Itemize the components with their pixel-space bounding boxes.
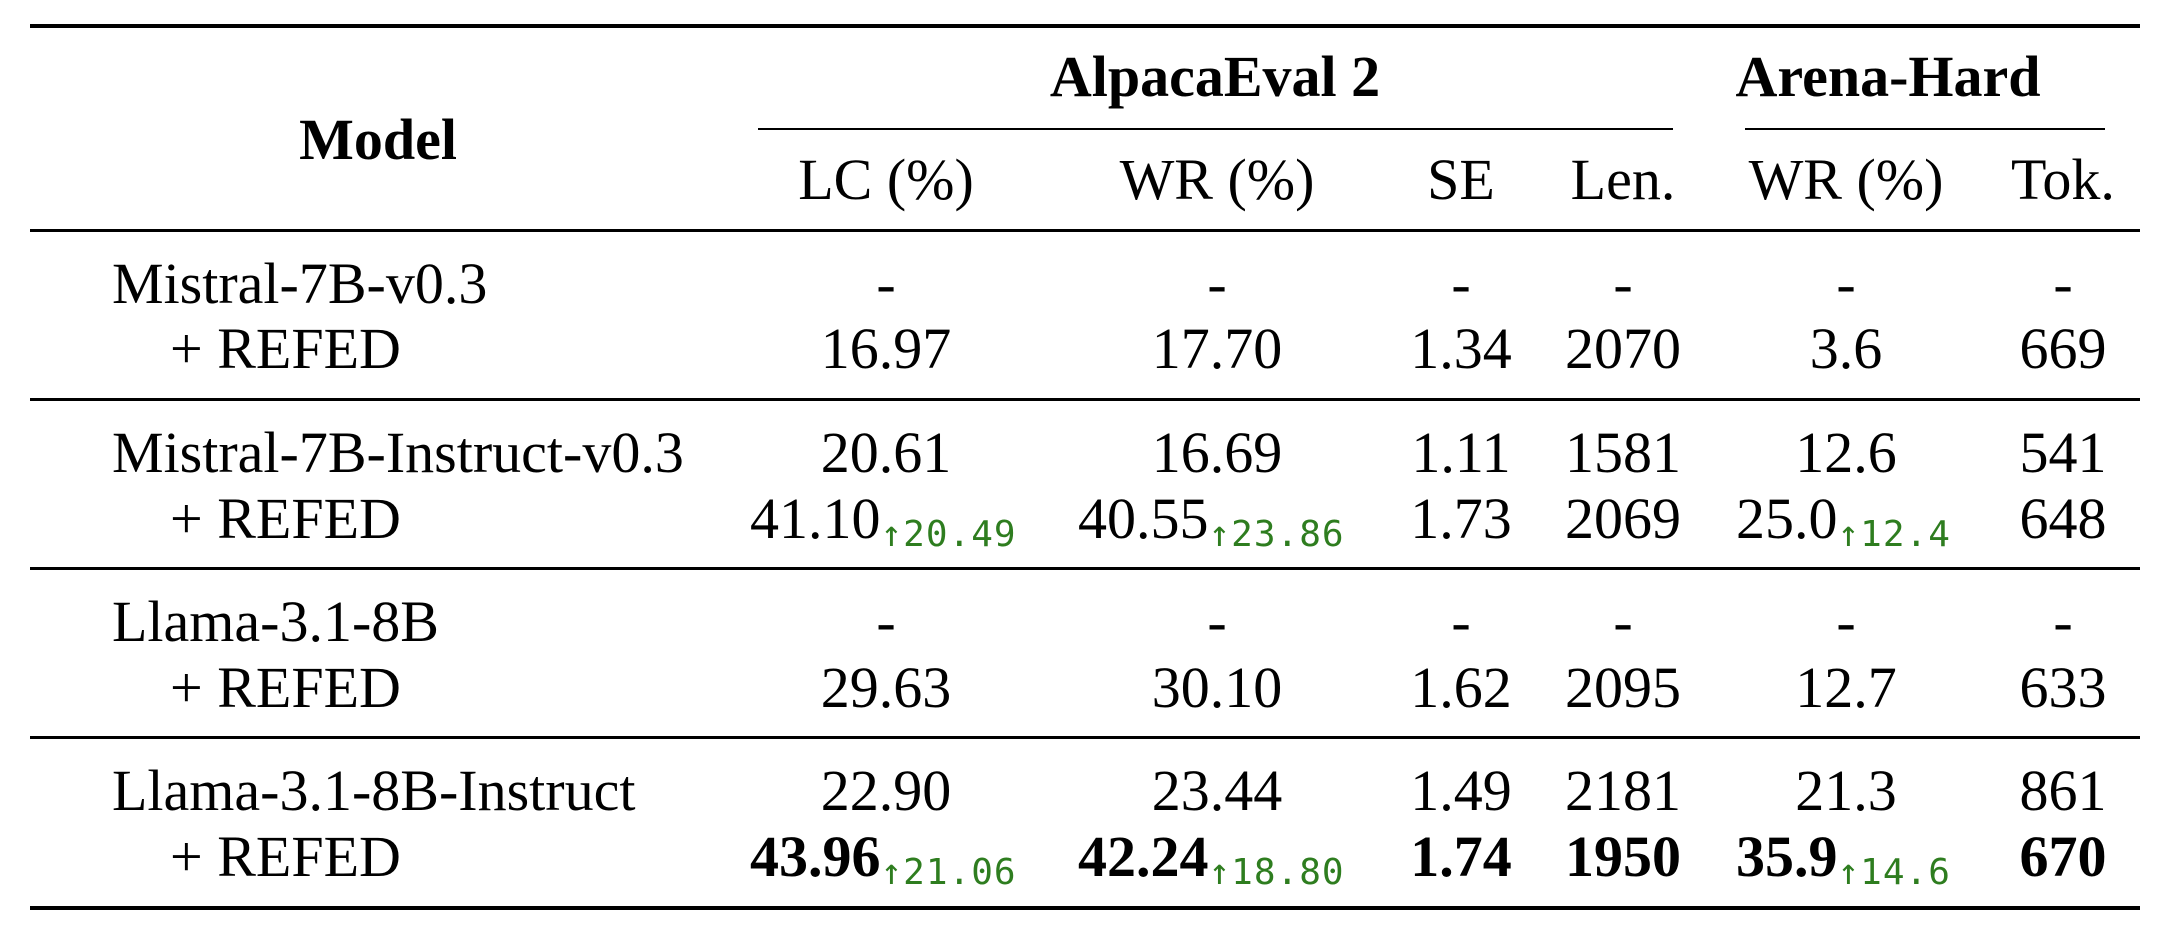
group-rule-2 [30, 567, 2140, 570]
table-cell: - [1836, 589, 1856, 654]
table-cell: - [1207, 251, 1227, 316]
cell-value: 25.0 [1736, 486, 1838, 551]
table-cell: 2069 [1565, 486, 1681, 551]
table-cell: - [876, 251, 896, 316]
table-cell: - [1207, 589, 1227, 654]
table-cell: - [1836, 251, 1856, 316]
group-rule-1 [30, 398, 2140, 401]
table-cell: 25.0↑12.4 [1736, 484, 1951, 555]
table-cell: 1.62 [1410, 655, 1512, 720]
table-cell: 12.7 [1795, 655, 1897, 720]
cell-value: 35.9 [1736, 824, 1838, 889]
table-cell: - [1613, 589, 1633, 654]
table-cell: 1581 [1565, 420, 1681, 485]
table-cell: 2181 [1565, 758, 1681, 823]
cell-value: 41.10 [750, 486, 881, 551]
table-cell: 17.70 [1151, 316, 1283, 381]
row-model-label: Llama-3.1-8B [112, 589, 439, 654]
header-col-se: SE [1427, 147, 1495, 212]
table-cell: 35.9↑14.6 [1736, 822, 1951, 893]
table-cell: 2070 [1565, 316, 1681, 381]
improvement-delta: ↑20.49 [880, 514, 1017, 555]
table-cell: - [2053, 589, 2073, 654]
table-cell: 1.73 [1410, 486, 1512, 551]
table-cell: - [1451, 251, 1471, 316]
row-model-label: Mistral-7B-v0.3 [112, 251, 488, 316]
alpaca-cmidrule [758, 128, 1673, 130]
table-cell: - [1613, 251, 1633, 316]
header-model: Model [299, 107, 457, 172]
header-group-arenahard: Arena-Hard [1735, 44, 2041, 109]
row-model-label: + REFED [170, 316, 401, 381]
improvement-delta: ↑23.86 [1208, 514, 1345, 555]
improvement-delta: ↑18.80 [1208, 852, 1345, 893]
table-cell: 16.69 [1151, 420, 1283, 485]
header-col-len: Len. [1570, 147, 1676, 212]
table-cell: 861 [2019, 758, 2107, 823]
row-model-label: + REFED [170, 824, 401, 889]
table-cell: 648 [2019, 486, 2107, 551]
row-model-label: + REFED [170, 486, 401, 551]
improvement-delta: ↑14.6 [1837, 852, 1951, 893]
table-cell: 43.96↑21.06 [750, 822, 1017, 893]
table-cell: 1950 [1565, 824, 1681, 889]
table-cell: 1.34 [1410, 316, 1512, 381]
table-cell: 1.49 [1410, 758, 1512, 823]
header-col-lc: LC (%) [798, 147, 974, 212]
cell-value: 40.55 [1078, 486, 1209, 551]
top-rule [30, 24, 2140, 28]
header-group-alpacaeval: AlpacaEval 2 [1049, 44, 1381, 109]
table-cell: 20.61 [820, 420, 952, 485]
table-cell: 2095 [1565, 655, 1681, 720]
cell-value: 43.96 [750, 824, 881, 889]
table-cell: 669 [2019, 316, 2107, 381]
table-cell: 22.90 [820, 758, 952, 823]
table-cell: 21.3 [1795, 758, 1897, 823]
table-cell: 670 [2019, 824, 2107, 889]
table-cell: 1.74 [1410, 824, 1512, 889]
bottom-rule [30, 906, 2140, 910]
table-cell: - [2053, 251, 2073, 316]
table-cell: 30.10 [1151, 655, 1283, 720]
table-cell: - [876, 589, 896, 654]
table-cell: 16.97 [820, 316, 952, 381]
table-cell: 42.24↑18.80 [1078, 822, 1345, 893]
table-cell: 1.11 [1411, 420, 1511, 485]
table-cell: - [1451, 589, 1471, 654]
cell-value: 42.24 [1078, 824, 1209, 889]
improvement-delta: ↑21.06 [880, 852, 1017, 893]
table-cell: 23.44 [1151, 758, 1283, 823]
improvement-delta: ↑12.4 [1837, 514, 1951, 555]
header-col-arena-wr: WR (%) [1748, 147, 1944, 212]
table-cell: 633 [2019, 655, 2107, 720]
header-rule [30, 229, 2140, 232]
header-col-tok: Tok. [2011, 147, 2115, 212]
arena-cmidrule [1745, 128, 2105, 130]
row-model-label: Llama-3.1-8B-Instruct [112, 758, 636, 823]
row-model-label: + REFED [170, 655, 401, 720]
table-cell: 3.6 [1809, 316, 1883, 381]
table-cell: 41.10↑20.49 [750, 484, 1017, 555]
table-cell: 40.55↑23.86 [1078, 484, 1345, 555]
group-rule-3 [30, 736, 2140, 739]
table-cell: 12.6 [1795, 420, 1897, 485]
table-cell: 541 [2019, 420, 2107, 485]
table-cell: 29.63 [820, 655, 952, 720]
row-model-label: Mistral-7B-Instruct-v0.3 [112, 420, 684, 485]
header-col-wr: WR (%) [1119, 147, 1315, 212]
